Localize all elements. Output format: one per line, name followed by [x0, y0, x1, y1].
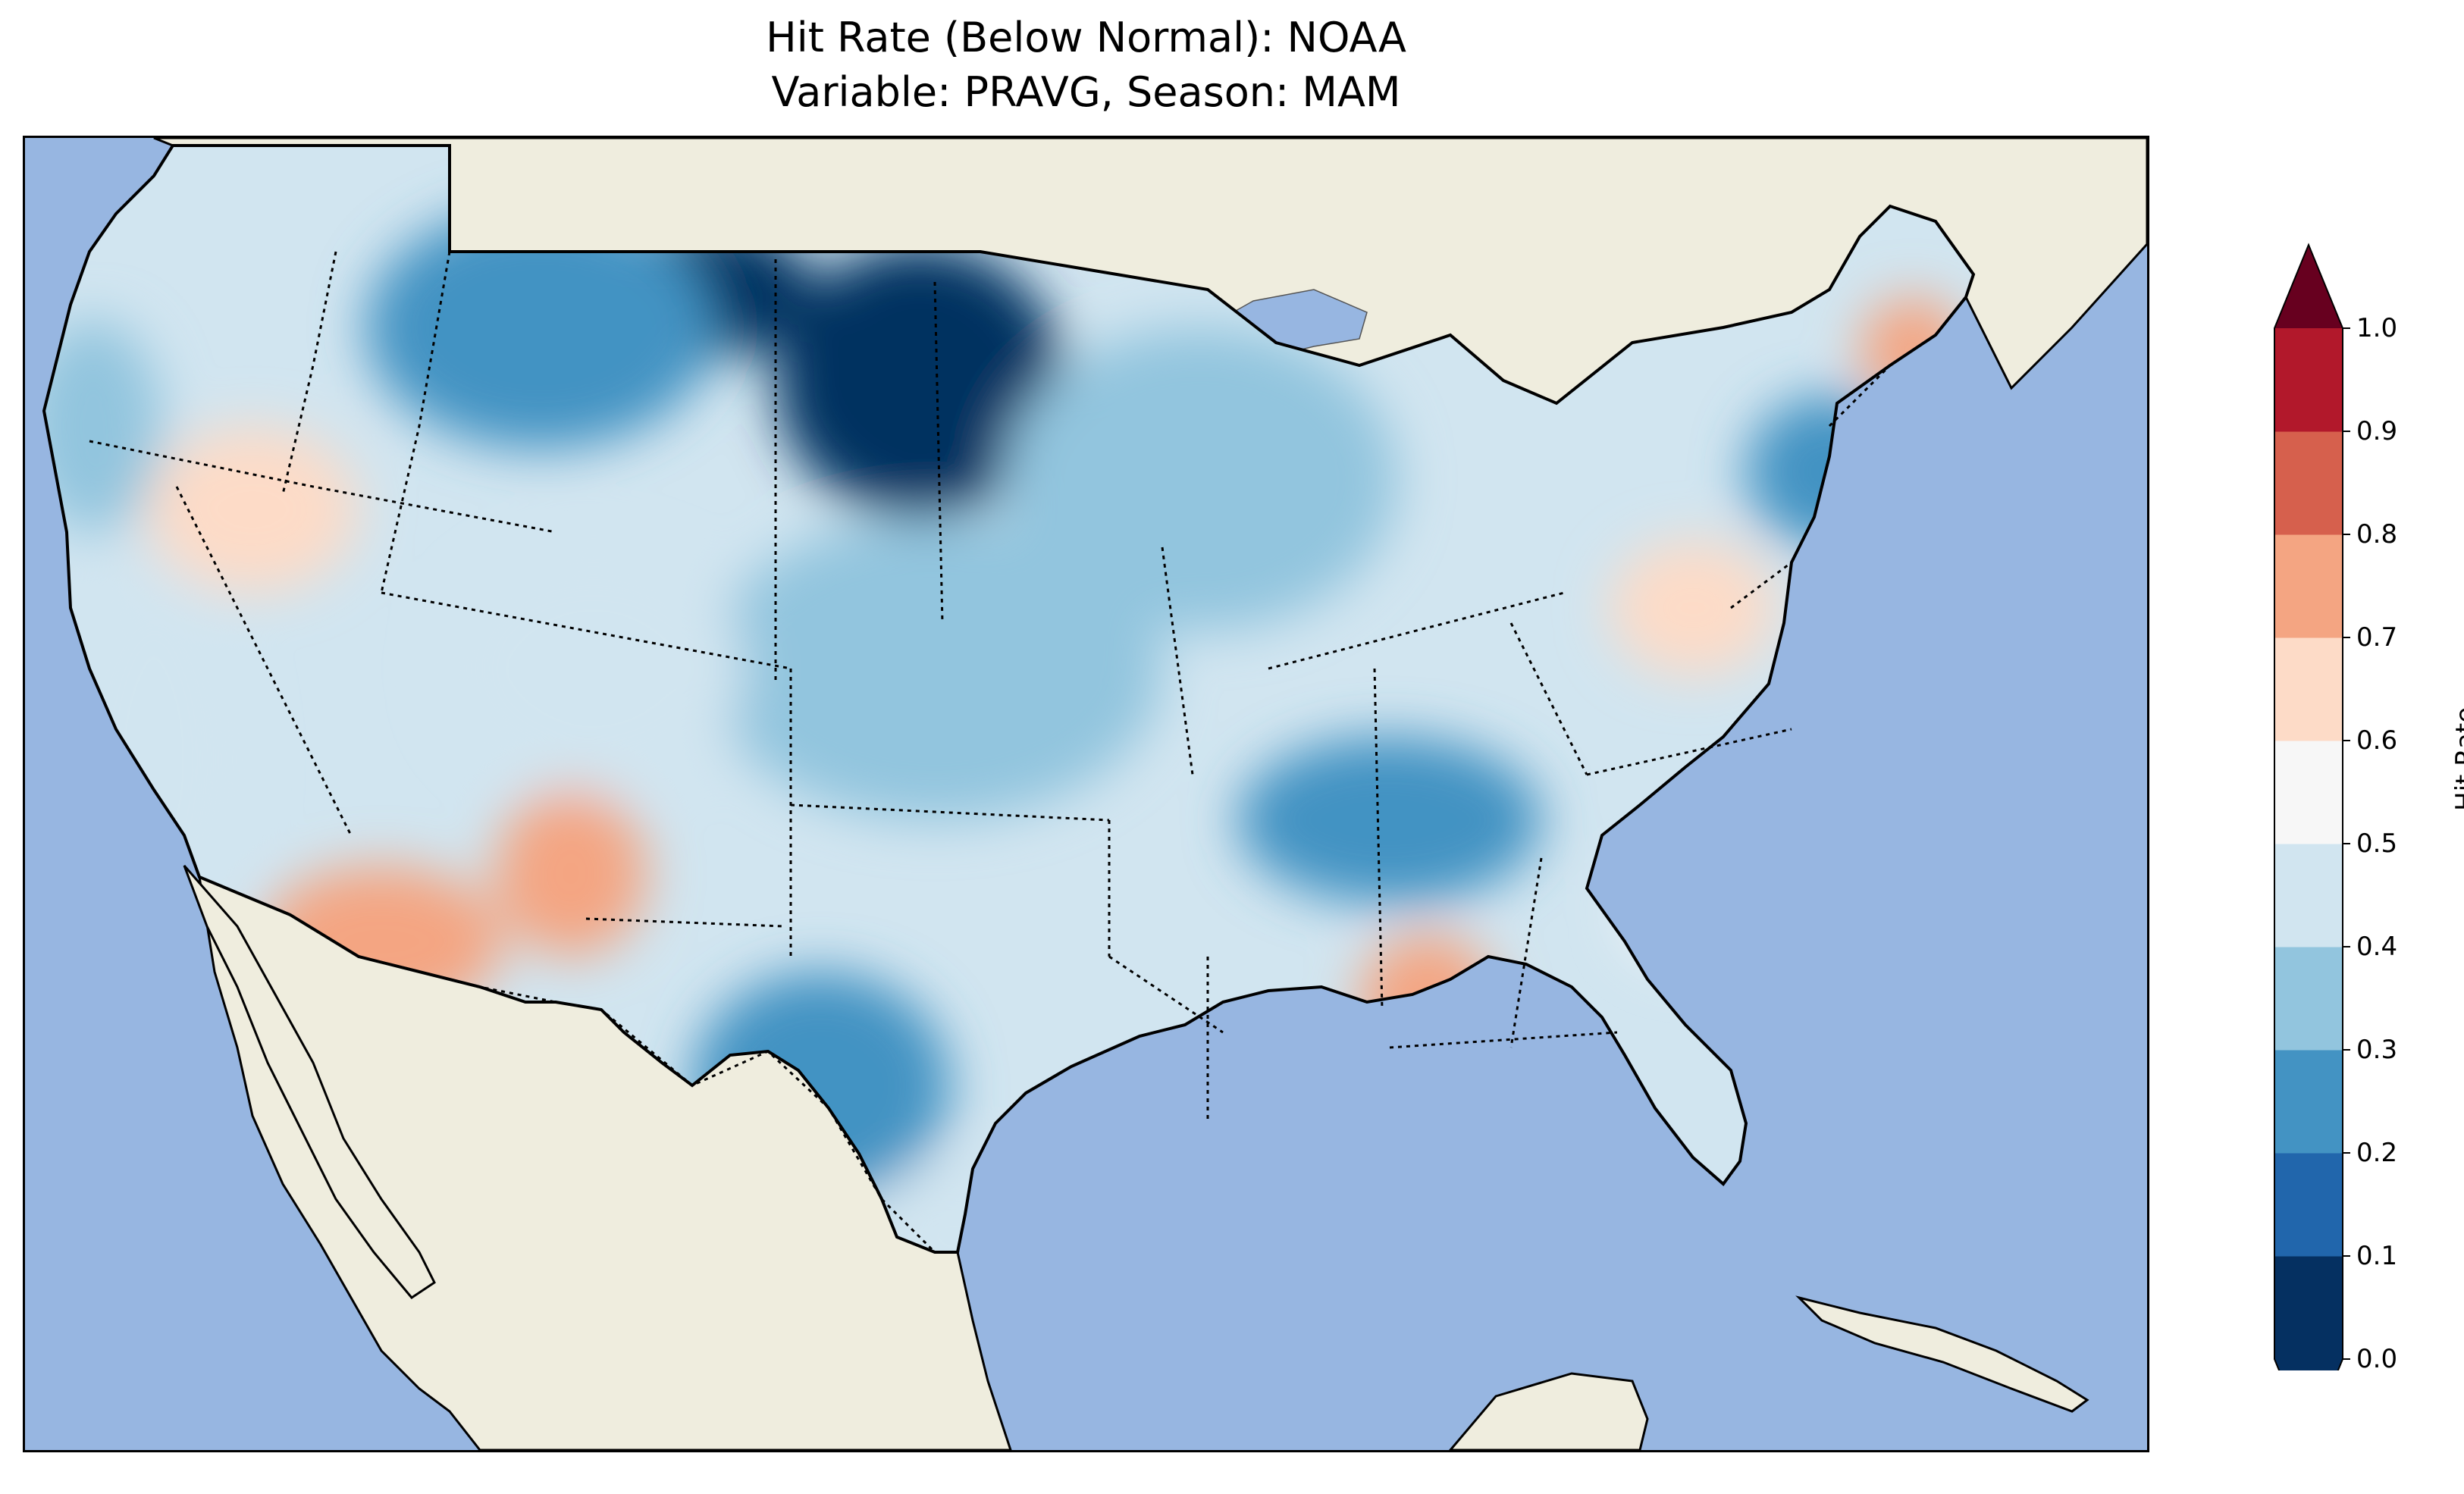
colorbar-segment: [2274, 1153, 2343, 1257]
state-border-line: [933, 281, 944, 624]
colorbar-segment: [2274, 947, 2343, 1051]
colorbar-tick-label: 0.8: [2356, 519, 2398, 550]
colorbar-tick-label: 0.7: [2356, 622, 2398, 653]
colorbar-tick-label: 0.6: [2356, 725, 2398, 756]
state-border-line: [1828, 364, 1892, 428]
heatmap-cell: [442, 547, 745, 790]
chart-subtitle: Variable: PRAVG, Season: MAM: [771, 68, 1401, 116]
colorbar-segment: [2274, 844, 2343, 947]
heatmap-cell: [707, 517, 1162, 820]
state-borders: [89, 251, 1892, 1123]
colorbar-segment: [2274, 1256, 2343, 1360]
yucatan-land: [1449, 1372, 1649, 1450]
heatmap-cell: [44, 320, 161, 532]
state-border-line: [1509, 857, 1543, 1048]
state-border-line: [381, 591, 792, 670]
state-border-line: [1509, 622, 1588, 775]
state-border-line: [790, 803, 1110, 822]
colorbar-segment: [2274, 534, 2343, 638]
heatmap-cell: [776, 244, 1064, 517]
colorbar-segment: [2274, 741, 2343, 844]
colorbar-extend-max: [2274, 245, 2343, 328]
colorbar-segment: [2274, 328, 2343, 432]
colorbar-extend-min: [2274, 1359, 2343, 1370]
heatmap-cell: [1238, 737, 1541, 904]
colorbar-tick-label: 0.3: [2356, 1035, 2398, 1065]
heatmap-cell: [495, 790, 647, 957]
colorbar-tick-label: 0.9: [2356, 416, 2398, 446]
heatmap-cell: [1610, 540, 1776, 676]
cuba-island: [1795, 1295, 2089, 1413]
country-border: [199, 205, 1892, 1254]
state-border-line: [1586, 728, 1792, 776]
state-border-line: [89, 440, 556, 534]
map-panel: [23, 136, 2149, 1452]
colorbar-label: Hit Rate: [2450, 706, 2464, 811]
heatmap-cell: [146, 426, 359, 593]
us-map: [25, 138, 2147, 1450]
colorbar-segment: [2274, 637, 2343, 741]
colorbar-tick-label: 0.1: [2356, 1241, 2398, 1271]
colorbar-tick-label: 1.0: [2356, 313, 2398, 343]
colorbar-segment: [2274, 431, 2343, 535]
baja-peninsula: [183, 865, 436, 1299]
colorbar-tick-label: 0.5: [2356, 828, 2398, 859]
colorbar-tick-label: 0.0: [2356, 1344, 2398, 1374]
colorbar-segment: [2274, 1050, 2343, 1154]
state-border-line: [380, 251, 451, 594]
colorbar: [2274, 243, 2350, 1370]
state-border-line: [1268, 591, 1565, 670]
colorbar-tick-label: 0.4: [2356, 932, 2398, 962]
state-border-line: [1108, 955, 1224, 1034]
heatmap-cell: [366, 206, 715, 449]
state-border-line: [175, 486, 353, 836]
us-coastline: [42, 144, 1976, 1254]
chart-title: Hit Rate (Below Normal): NOAA: [766, 14, 1406, 61]
state-border-line: [1373, 668, 1384, 1010]
colorbar-tick-label: 0.2: [2356, 1138, 2398, 1168]
heatmap-cell: [1003, 327, 1397, 631]
